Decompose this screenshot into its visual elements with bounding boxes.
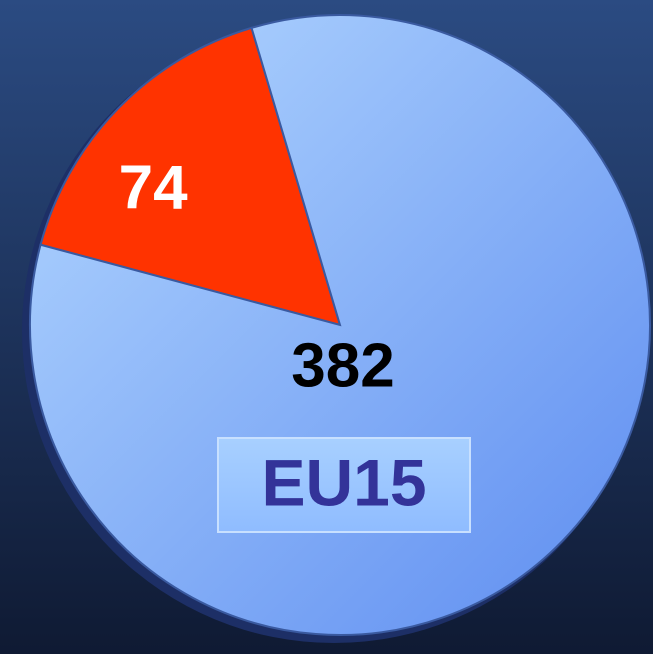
value-label: 382 [291,331,394,400]
pie-slice [29,14,651,636]
value-label: 74 [119,153,188,222]
pie [29,14,651,636]
category-box [217,437,471,533]
labels: 74 382 EU15 [119,153,471,533]
pie-slice [39,26,342,327]
category-label: EU15 [261,445,426,519]
